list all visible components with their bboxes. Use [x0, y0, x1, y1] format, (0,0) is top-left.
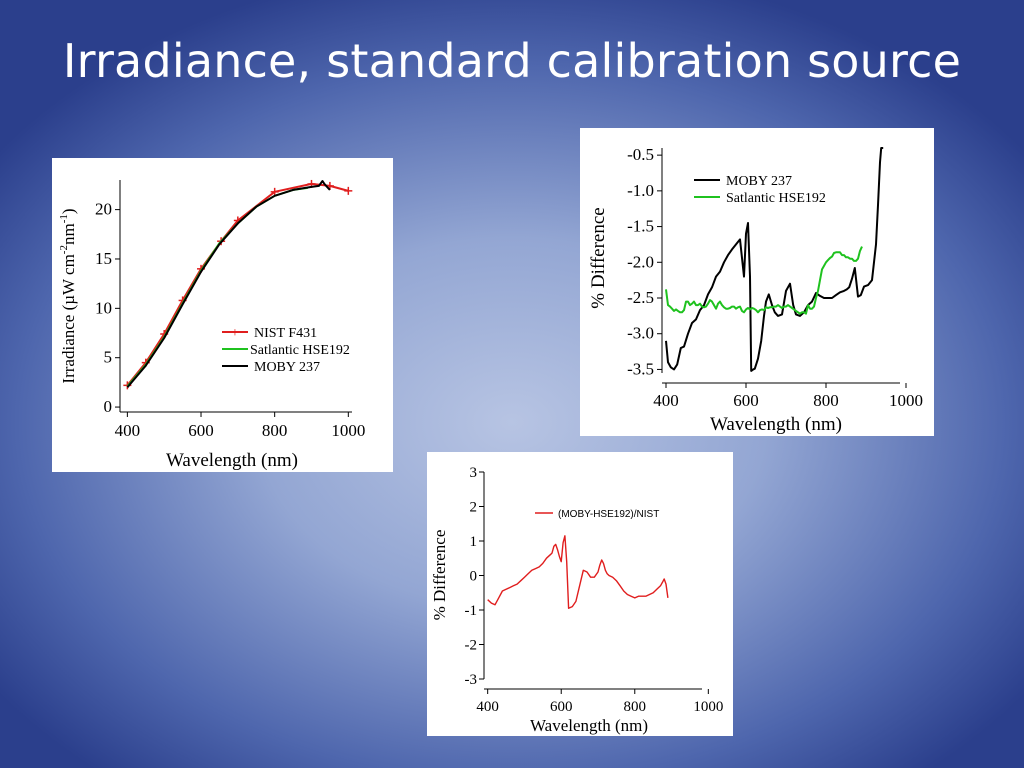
pct-difference-top-chart: -0.5 -1.0 -1.5 -2.0 -2.5 -3.0 -3.5 400 600 800 100…	[588, 145, 923, 435]
x-tick-label: 800	[624, 699, 647, 715]
y-tick-label: -3	[465, 672, 478, 688]
irradiance-chart-panel: 0 5 10 15 20 400 600 800 1000 Wavelength (nm) Ir…	[52, 158, 393, 472]
x-axis-label: Wavelength (nm)	[530, 716, 648, 735]
y-tick-label: -1	[465, 603, 478, 619]
series-line-moby-237	[665, 147, 884, 372]
legend-label-hse: Satlantic HSE192	[250, 343, 350, 358]
x-tick-label: 400	[653, 391, 679, 410]
legend-label-moby: MOBY 237	[726, 174, 792, 189]
y-tick-label: 15	[95, 249, 112, 268]
y-axis-label: Irradiance (µW cm-2nm-1)	[58, 208, 78, 383]
y-tick-label: -3.5	[627, 359, 654, 378]
series-line--moby-hse192-nist	[487, 535, 669, 610]
x-tick-label: 1000	[889, 391, 923, 410]
data-point	[344, 186, 353, 195]
y-tick-label: 0	[104, 397, 113, 416]
y-tick-label: -2.0	[627, 252, 654, 271]
y-tick-label: -3.0	[627, 324, 654, 343]
x-tick-label: 600	[733, 391, 759, 410]
y-tick-label: 0	[470, 569, 478, 585]
series-line-moby-237	[126, 180, 331, 388]
x-tick-label: 400	[476, 699, 499, 715]
y-tick-label: 5	[104, 348, 113, 367]
y-tick-label: -1.5	[627, 217, 654, 236]
legend-label-nist: NIST F431	[254, 326, 317, 341]
y-tick-label: 1	[470, 534, 478, 550]
legend-label-ratio: (MOBY-HSE192)/NIST	[558, 509, 659, 520]
y-tick-label: 2	[470, 500, 478, 516]
x-tick-label: 1000	[331, 421, 365, 440]
legend-label-hse: Satlantic HSE192	[726, 191, 826, 206]
pct-difference-bottom-panel: -3 -2 -1 0 1 2 3 400 600 800 1000 Wavelength (nm) …	[427, 452, 733, 736]
pct-difference-top-panel: -0.5 -1.0 -1.5 -2.0 -2.5 -3.0 -3.5 400 600 800 100…	[580, 128, 934, 436]
legend: (MOBY-HSE192)/NIST	[535, 509, 659, 520]
y-tick-label: -1.0	[627, 181, 654, 200]
x-tick-label: 800	[262, 421, 288, 440]
x-tick-label: 600	[550, 699, 573, 715]
y-axis-label: % Difference	[430, 530, 449, 621]
y-tick-label: 3	[470, 465, 478, 481]
x-tick-label: 600	[188, 421, 214, 440]
y-tick-label: -2.5	[627, 288, 654, 307]
x-tick-label: 1000	[693, 699, 723, 715]
x-axis-label: Wavelength (nm)	[166, 450, 298, 471]
y-tick-label: 10	[95, 298, 112, 317]
legend-label-moby: MOBY 237	[254, 360, 320, 375]
legend-marker-nist: +	[231, 326, 239, 341]
x-tick-label: 400	[115, 421, 141, 440]
slide-title: Irradiance, standard calibration source	[62, 34, 962, 88]
y-tick-label: 20	[95, 200, 112, 219]
series-line-satlantic-hse192	[665, 246, 863, 315]
y-tick-label: -2	[465, 638, 478, 654]
legend: MOBY 237 Satlantic HSE192	[694, 174, 826, 206]
x-tick-label: 800	[813, 391, 839, 410]
x-axis-label: Wavelength (nm)	[710, 414, 842, 435]
data-point	[270, 187, 279, 196]
legend: + NIST F431 Satlantic HSE192 MOBY 237	[222, 326, 350, 375]
irradiance-chart: 0 5 10 15 20 400 600 800 1000 Wavelength (nm) Ir…	[58, 179, 365, 471]
y-tick-label: -0.5	[627, 145, 654, 164]
y-axis-label: % Difference	[588, 207, 609, 308]
